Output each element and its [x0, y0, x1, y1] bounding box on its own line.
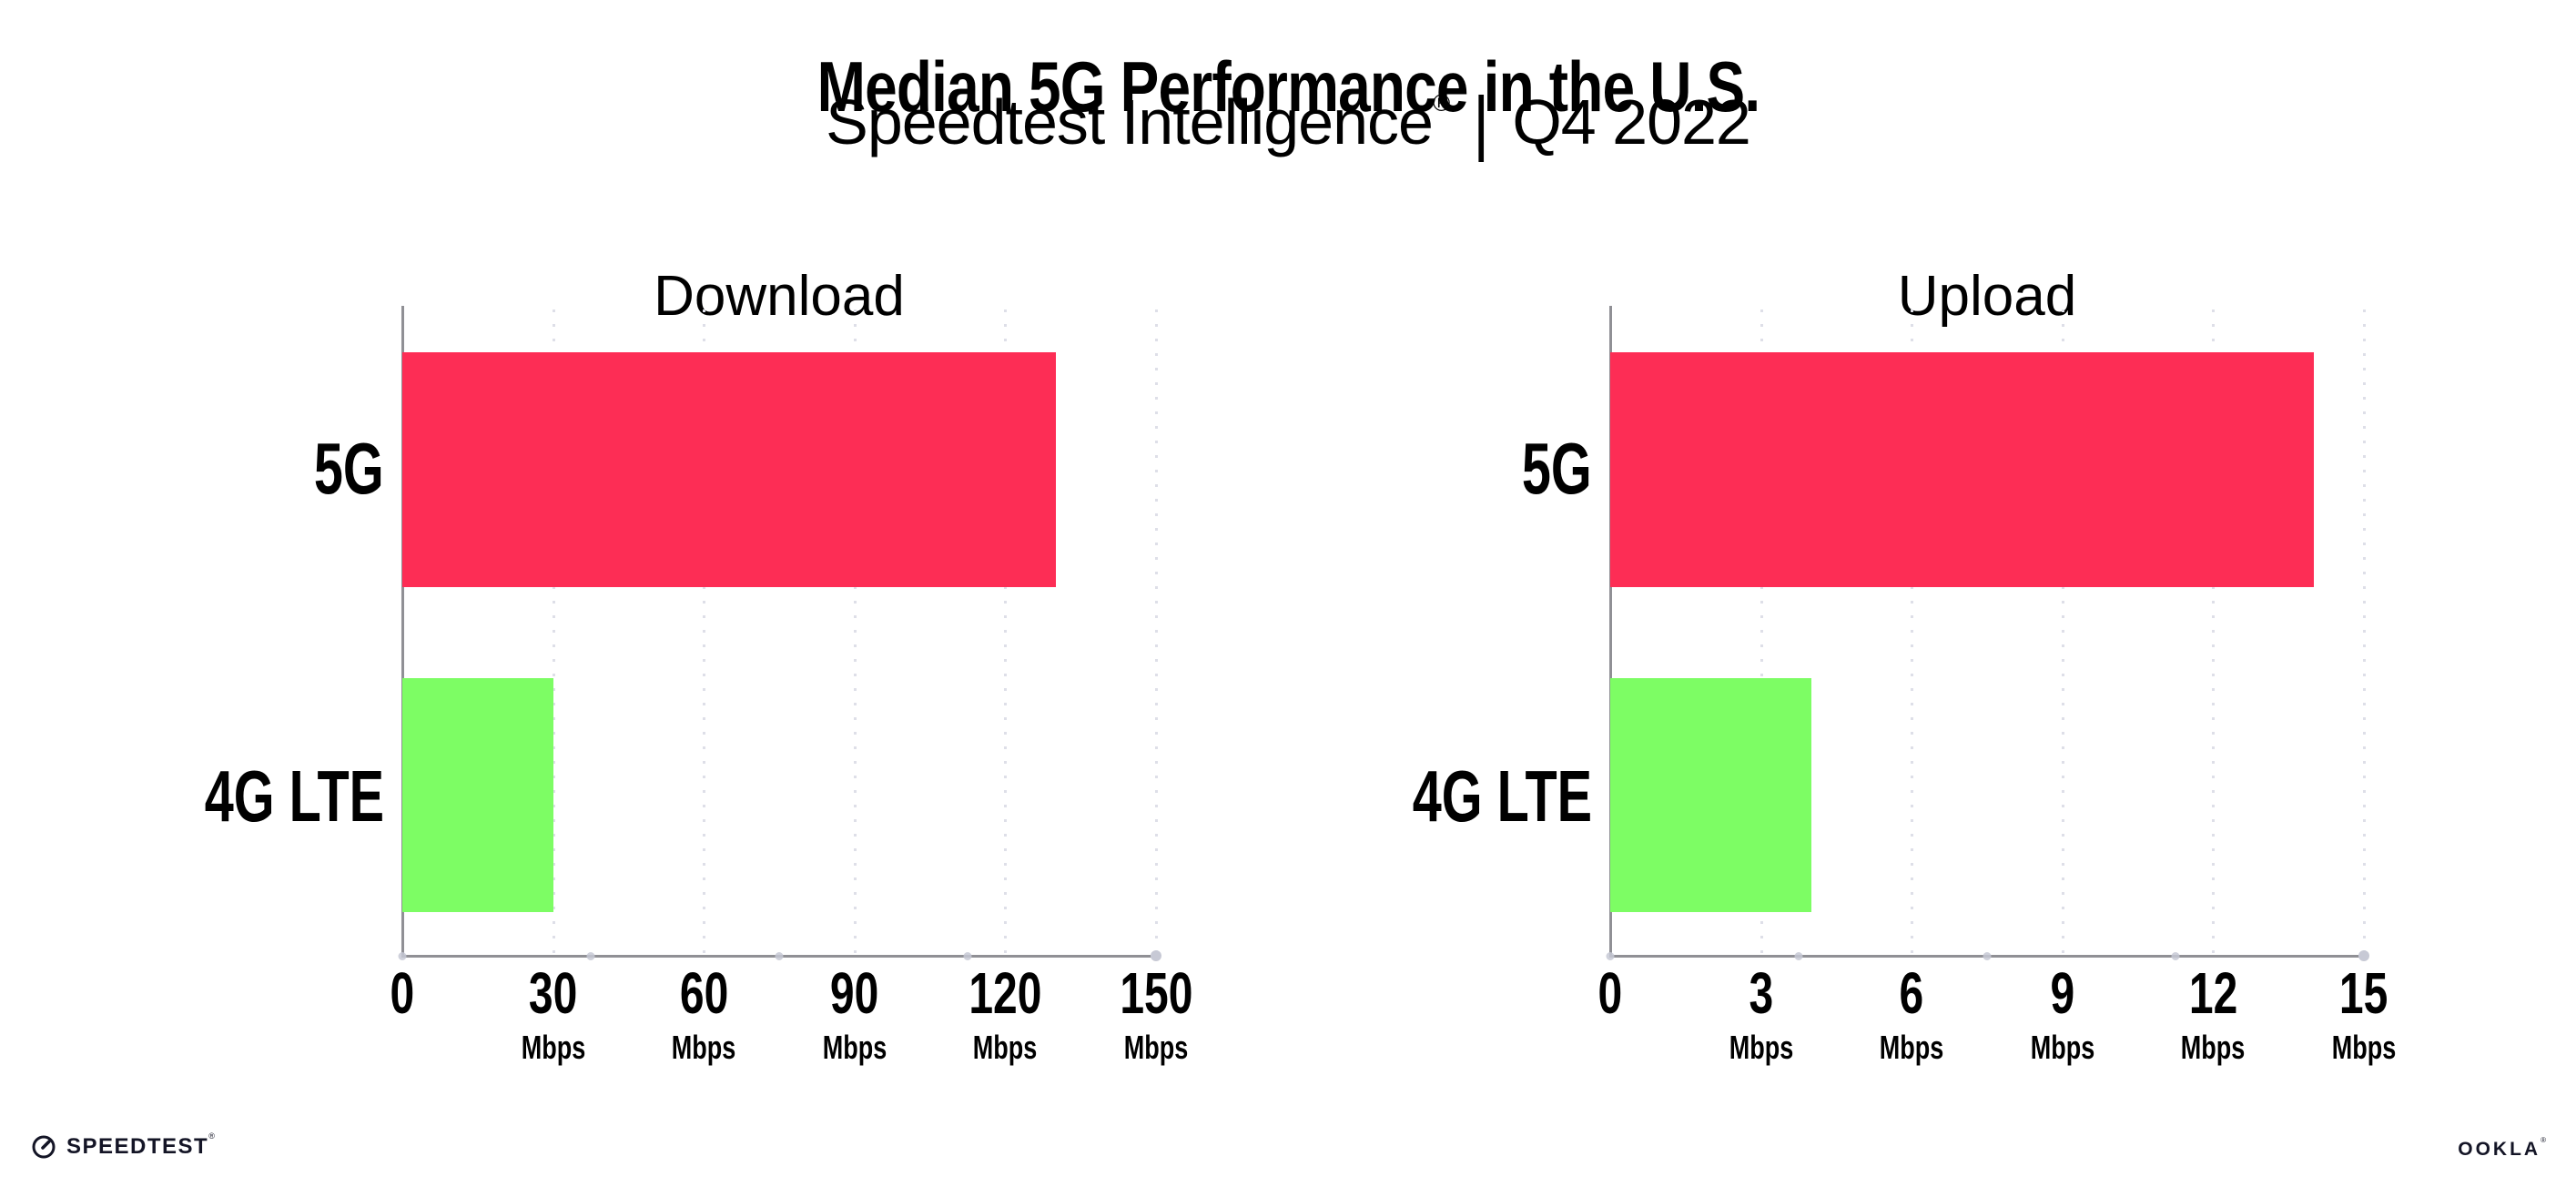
subtitle-period: Q4 2022	[1512, 86, 1751, 157]
gridline-9	[2061, 309, 2064, 956]
axis-tick-dot	[963, 952, 972, 960]
ookla-logo: OOKLA®	[2458, 1136, 2549, 1160]
axis-tick-dot	[1606, 952, 1615, 960]
axis-tick-dot	[1794, 952, 1803, 960]
x-tick-0: 0	[293, 960, 512, 1026]
x-tick-value: 0	[1597, 960, 1623, 1026]
x-tick-unit: Mbps	[973, 1029, 1038, 1067]
x-tick-unit: Mbps	[521, 1029, 585, 1067]
gridline-90	[853, 309, 857, 956]
axis-tick-dot	[586, 952, 595, 960]
registered-mark: ®	[1432, 89, 1450, 117]
axis-tick-dot	[2171, 952, 2180, 960]
x-tick-value: 0	[390, 960, 415, 1026]
speedtest-registered-mark: ®	[208, 1131, 217, 1141]
speedtest-gauge-icon	[32, 1135, 56, 1159]
y-axis-labels-upload: 5G 4G LTE	[1264, 309, 1592, 956]
category-label-4g-lte: 4G LTE	[204, 755, 384, 837]
x-tick-value: 60	[679, 960, 728, 1026]
gridline-60	[703, 309, 706, 956]
gridline-30	[552, 309, 555, 956]
x-tick-3: 3 Mbps	[1652, 960, 1871, 1067]
speedtest-logo: SPEEDTEST®	[31, 1131, 217, 1160]
x-tick-unit: Mbps	[1729, 1029, 1793, 1067]
x-tick-0: 0	[1501, 960, 1719, 1026]
bar-4g-lte-upload	[1610, 677, 1811, 913]
x-tick-value: 150	[1119, 960, 1193, 1026]
gridline-3	[1760, 309, 1763, 956]
x-tick-value: 6	[1899, 960, 1924, 1026]
x-tick-12: 12 Mbps	[2104, 960, 2322, 1067]
plot-area-upload	[1606, 306, 2369, 961]
bar-5g-download	[402, 351, 1056, 587]
x-tick-unit: Mbps	[2030, 1029, 2095, 1067]
gridline-15	[2363, 309, 2366, 956]
chart-title-download: Download	[654, 265, 905, 329]
gridline-120	[1004, 309, 1008, 956]
x-tick-unit: Mbps	[2331, 1029, 2397, 1067]
axis-tick-dot	[775, 952, 784, 960]
x-tick-9: 9 Mbps	[1953, 960, 2172, 1067]
x-tick-unit: Mbps	[1123, 1029, 1189, 1067]
x-tick-150: 150 Mbps	[1047, 960, 1265, 1067]
x-tick-value: 15	[2339, 960, 2388, 1026]
category-label-5g: 5G	[1522, 428, 1592, 510]
gridline-6	[1911, 309, 1914, 956]
y-axis-labels-download: 5G 4G LTE	[56, 309, 384, 956]
axis-tick-dot	[1151, 950, 1161, 961]
y-axis-spine	[1609, 306, 1612, 956]
ookla-wordmark: OOKLA®	[2458, 1136, 2549, 1160]
axis-tick-dot	[398, 952, 407, 960]
axis-tick-dot	[2358, 950, 2369, 961]
x-tick-30: 30 Mbps	[444, 960, 663, 1067]
subtitle-brand: Speedtest Intelligence	[826, 86, 1434, 157]
x-tick-value: 120	[969, 960, 1042, 1026]
x-tick-unit: Mbps	[1879, 1029, 1944, 1067]
bar-4g-lte-download	[402, 677, 553, 913]
subtitle-separator: |	[1473, 82, 1489, 162]
x-tick-value: 12	[2188, 960, 2238, 1026]
category-label-5g: 5G	[314, 428, 384, 510]
chart-title-upload: Upload	[1897, 265, 2077, 329]
plot-area-download	[398, 306, 1161, 961]
page-title: Median 5G Performance in the U.S.	[0, 51, 2576, 122]
ookla-registered-mark: ®	[2541, 1136, 2549, 1144]
x-tick-value: 30	[528, 960, 578, 1026]
x-tick-90: 90 Mbps	[745, 960, 964, 1067]
x-tick-value: 9	[2050, 960, 2075, 1026]
gridline-150	[1155, 309, 1158, 956]
x-tick-value: 90	[830, 960, 879, 1026]
bar-5g-upload	[1610, 351, 2314, 587]
speedtest-wordmark: SPEEDTEST®	[66, 1131, 217, 1159]
x-tick-value: 3	[1749, 960, 1773, 1026]
axis-tick-dot	[1983, 952, 1992, 960]
category-label-4g-lte: 4G LTE	[1412, 755, 1592, 837]
x-tick-unit: Mbps	[671, 1029, 736, 1067]
x-axis-ticks-upload: 0 3 Mbps 6 Mbps 9 Mbps 12 Mbps 15 Mbps	[1598, 960, 2397, 1100]
x-tick-60: 60 Mbps	[594, 960, 813, 1067]
gridline-12	[2212, 309, 2216, 956]
x-tick-120: 120 Mbps	[896, 960, 1114, 1067]
x-tick-6: 6 Mbps	[1802, 960, 2021, 1067]
y-axis-spine	[401, 306, 404, 956]
x-tick-unit: Mbps	[822, 1029, 887, 1067]
x-axis-ticks-download: 0 30 Mbps 60 Mbps 90 Mbps 120 Mbps 150 Mbps	[390, 960, 1192, 1100]
x-tick-15: 15 Mbps	[2255, 960, 2473, 1067]
page-title-text: Median 5G Performance in the U.S.	[816, 46, 1760, 127]
x-tick-unit: Mbps	[2181, 1029, 2246, 1067]
page-subtitle: Speedtest Intelligence® | Q4 2022	[0, 82, 2576, 162]
